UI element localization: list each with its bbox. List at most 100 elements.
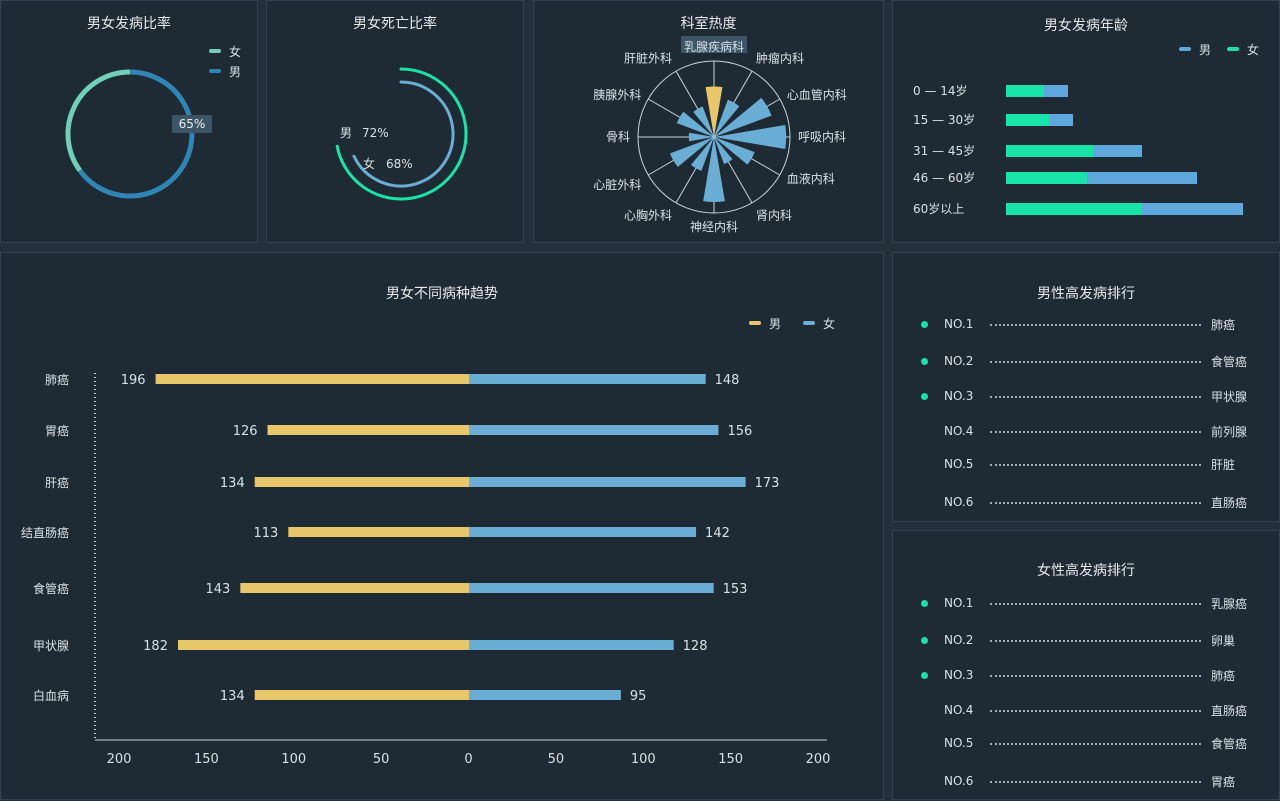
rose-sector[interactable]: [693, 106, 714, 137]
legend-item-female[interactable]: 女: [209, 41, 241, 61]
bar-female[interactable]: [469, 527, 697, 537]
rank-item[interactable]: NO.4 直肠癌: [921, 700, 1251, 720]
bar-female-value: 156: [727, 424, 752, 439]
rose-label: 胰腺外科: [593, 88, 641, 102]
rank-item[interactable]: NO.5 食管癌: [921, 733, 1251, 753]
rank-item[interactable]: NO.4 前列腺: [921, 421, 1251, 441]
rank-dot-icon: [921, 740, 928, 747]
rose-label: 呼吸内科: [798, 130, 846, 144]
bar-female[interactable]: [469, 477, 746, 487]
bar-male[interactable]: [177, 640, 469, 650]
rank-disease-name: 食管癌: [1211, 736, 1248, 751]
rose-sector[interactable]: [670, 137, 714, 167]
bar-male-value: 126: [233, 424, 258, 439]
rank-item[interactable]: NO.3 肺癌: [921, 665, 1251, 685]
bar-male[interactable]: [155, 374, 470, 384]
rose-sector[interactable]: [688, 132, 714, 142]
rank-disease-name: 肺癌: [1211, 317, 1236, 332]
rank-leader-dots: [990, 396, 1201, 398]
bar-male[interactable]: [240, 583, 469, 593]
rank-dot-icon: [921, 671, 928, 679]
rank-leader-dots: [990, 710, 1201, 712]
x-tick-label: 200: [107, 752, 132, 767]
rank-item[interactable]: NO.2 食管癌: [921, 351, 1251, 371]
rank-dot-icon: [921, 778, 928, 785]
rose-label: 骨科: [606, 130, 630, 144]
legend-label: 女: [229, 44, 242, 59]
age-bar-female[interactable]: [1006, 145, 1093, 157]
rank-number: NO.5: [944, 736, 974, 750]
rank-item[interactable]: NO.1 肺癌: [921, 314, 1251, 334]
ratio-label: 65%: [179, 117, 206, 131]
age-bar-female[interactable]: [1006, 85, 1044, 97]
bar-male-value: 196: [121, 373, 146, 388]
legend-item-male[interactable]: 男: [1179, 39, 1211, 59]
bar-female[interactable]: [469, 640, 674, 650]
death-ratio-panel: 男女死亡比率 男 72% 女 68%: [266, 0, 524, 243]
ratio-label-box: [172, 115, 212, 133]
ratio-arc-female[interactable]: [65, 69, 130, 172]
rank-item[interactable]: NO.5 肝脏: [921, 454, 1251, 474]
rose-sector[interactable]: [714, 99, 740, 137]
male-death-ring[interactable]: [335, 67, 468, 201]
female-death-ring[interactable]: [352, 80, 455, 188]
rank-disease-name: 乳腺癌: [1211, 596, 1248, 611]
rank-item[interactable]: NO.1 乳腺癌: [921, 593, 1251, 613]
rose-sector[interactable]: [714, 124, 787, 150]
category-label: 胃癌: [45, 423, 69, 438]
ratio-donut: 65%: [65, 69, 212, 199]
trend-legend[interactable]: 男 女: [749, 313, 835, 333]
rank-item[interactable]: NO.2 卵巢: [921, 630, 1251, 650]
rose-sector[interactable]: [714, 137, 733, 165]
legend-item-male[interactable]: 男: [749, 313, 781, 333]
rank-number: NO.4: [944, 703, 974, 717]
rank-item[interactable]: NO.6 直肠癌: [921, 492, 1251, 512]
rose-sector[interactable]: [714, 97, 772, 137]
bar-female[interactable]: [469, 690, 621, 700]
bar-male[interactable]: [288, 527, 469, 537]
rank-leader-dots: [990, 502, 1201, 504]
bar-male[interactable]: [267, 425, 469, 435]
age-category-label: 46 — 60岁: [913, 170, 975, 185]
category-label: 肝癌: [45, 475, 69, 490]
rank-leader-dots: [990, 603, 1201, 605]
rose-sector[interactable]: [690, 137, 714, 171]
legend-item-female[interactable]: 女: [1227, 39, 1259, 59]
ratio-arc-male[interactable]: [77, 69, 195, 199]
legend-item-female[interactable]: 女: [803, 313, 835, 333]
bar-female-value: 95: [630, 689, 647, 704]
ratio-legend[interactable]: 女 男: [209, 41, 241, 81]
bar-female[interactable]: [469, 425, 719, 435]
x-tick-label: 100: [281, 752, 306, 767]
rank-dot-icon: [921, 428, 928, 435]
rose-sector[interactable]: [714, 137, 755, 165]
bar-female-value: 148: [715, 373, 740, 388]
rank-item[interactable]: NO.6 胃癌: [921, 771, 1251, 791]
chart-title: 男女不同病种趋势: [386, 286, 498, 302]
x-tick-label: 50: [373, 752, 390, 767]
bar-male[interactable]: [254, 477, 469, 487]
rose-sector[interactable]: [703, 137, 725, 202]
legend-item-male[interactable]: 男: [209, 61, 241, 81]
rank-dot-icon: [921, 599, 928, 607]
rose-sector[interactable]: [705, 86, 723, 137]
rank-item[interactable]: NO.3 甲状腺: [921, 386, 1251, 406]
age-bar-chart: 0 — 14岁 15 — 30岁 31 — 45岁 46 — 60岁 60岁以上: [913, 83, 1243, 216]
rank-disease-name: 直肠癌: [1211, 703, 1248, 718]
bar-male[interactable]: [254, 690, 469, 700]
bar-female[interactable]: [469, 583, 714, 593]
rose-label: 心脏外科: [593, 177, 641, 192]
age-bar-female[interactable]: [1006, 114, 1049, 126]
age-bar-female[interactable]: [1006, 203, 1142, 215]
x-tick-label: 50: [548, 752, 565, 767]
age-bar-female[interactable]: [1006, 172, 1087, 184]
x-tick-label: 0: [464, 752, 472, 767]
rank-leader-dots: [990, 781, 1201, 783]
age-legend[interactable]: 男 女: [1179, 39, 1259, 59]
rank-dot-icon: [921, 636, 928, 644]
rose-label: 心胸外科: [624, 208, 672, 223]
rank-disease-name: 前列腺: [1211, 424, 1248, 439]
rose-sector[interactable]: [676, 111, 714, 137]
rank-number: NO.2: [944, 354, 974, 368]
bar-female[interactable]: [469, 374, 706, 384]
